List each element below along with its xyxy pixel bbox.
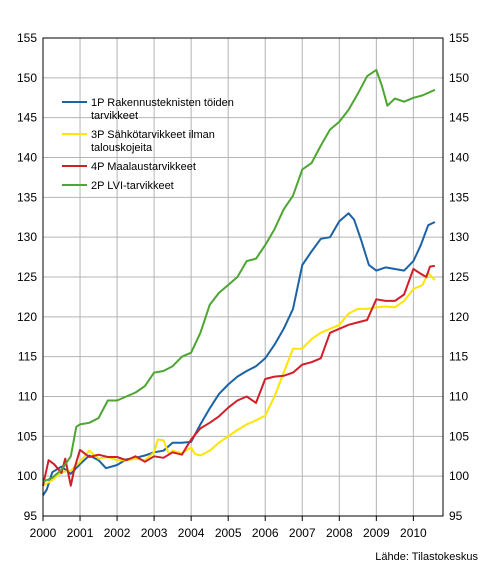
y-tick-label-left: 105 bbox=[17, 429, 37, 443]
y-tick-label-left: 135 bbox=[17, 190, 37, 204]
legend-label: 2P LVI-tarvikkeet bbox=[91, 180, 174, 192]
x-tick-label: 2010 bbox=[400, 526, 427, 540]
legend-label: 4P Maalaustarvikkeet bbox=[91, 161, 196, 173]
y-tick-label-left: 110 bbox=[18, 390, 37, 404]
x-tick-label: 2004 bbox=[178, 526, 205, 540]
x-tick-label: 2001 bbox=[67, 526, 94, 540]
y-tick-label-left: 140 bbox=[17, 151, 37, 165]
x-tick-label: 2006 bbox=[252, 526, 279, 540]
y-tick-label-right: 150 bbox=[449, 71, 469, 85]
legend-label: 1P Rakennusteknisten töiden bbox=[91, 97, 234, 109]
y-axis-left: 95 100 105 110 115 120 125 130 135 140 145 150 155 bbox=[17, 31, 37, 523]
y-tick-label-right: 110 bbox=[449, 390, 468, 404]
y-tick-label-left: 95 bbox=[24, 509, 38, 523]
series-line bbox=[42, 212, 436, 496]
legend-label: 3P Sähkötarvikkeet ilman bbox=[91, 129, 215, 141]
x-tick-label: 2002 bbox=[104, 526, 131, 540]
y-tick-label-right: 105 bbox=[449, 429, 469, 443]
y-tick-label-right: 120 bbox=[449, 310, 469, 324]
x-tick-label: 2005 bbox=[215, 526, 242, 540]
y-tick-label-right: 125 bbox=[449, 270, 469, 284]
legend-label: tarvikkeet bbox=[91, 110, 138, 122]
series-lines bbox=[42, 68, 436, 496]
x-tick-label: 2008 bbox=[326, 526, 353, 540]
y-tick-label-left: 125 bbox=[17, 270, 37, 284]
y-tick-label-right: 155 bbox=[449, 31, 469, 45]
y-tick-label-left: 155 bbox=[17, 31, 37, 45]
x-tick-label: 2009 bbox=[363, 526, 390, 540]
y-tick-label-left: 115 bbox=[18, 350, 37, 364]
plot-frame bbox=[42, 37, 444, 517]
y-tick-label-left: 120 bbox=[17, 310, 37, 324]
y-axis-right: 95 100 105 110 115 120 125 130 135 140 145 150 155 bbox=[449, 31, 469, 523]
x-tick-label: 2007 bbox=[289, 526, 316, 540]
series-line bbox=[42, 264, 436, 487]
x-axis: 2000 2001 2002 2003 2004 2005 2006 2007 2008 2009… bbox=[30, 516, 427, 540]
y-tick-label-left: 130 bbox=[17, 230, 37, 244]
y-tick-label-right: 135 bbox=[449, 190, 469, 204]
y-tick-label-right: 145 bbox=[449, 111, 469, 125]
y-tick-label-right: 100 bbox=[449, 469, 469, 483]
series-line bbox=[42, 272, 436, 487]
legend-label: talouskojeita bbox=[91, 142, 153, 154]
y-tick-label-right: 115 bbox=[449, 350, 468, 364]
source-label: Lähde: Tilastokeskus bbox=[375, 551, 478, 563]
y-tick-label-right: 140 bbox=[449, 151, 469, 165]
y-tick-label-left: 145 bbox=[17, 111, 37, 125]
y-tick-label-right: 130 bbox=[449, 230, 469, 244]
y-tick-label-left: 100 bbox=[17, 469, 37, 483]
series-line bbox=[42, 68, 436, 483]
x-tick-label: 2003 bbox=[141, 526, 168, 540]
y-tick-label-right: 95 bbox=[449, 509, 463, 523]
x-tick-label: 2000 bbox=[30, 526, 57, 540]
y-tick-label-left: 150 bbox=[17, 71, 37, 85]
